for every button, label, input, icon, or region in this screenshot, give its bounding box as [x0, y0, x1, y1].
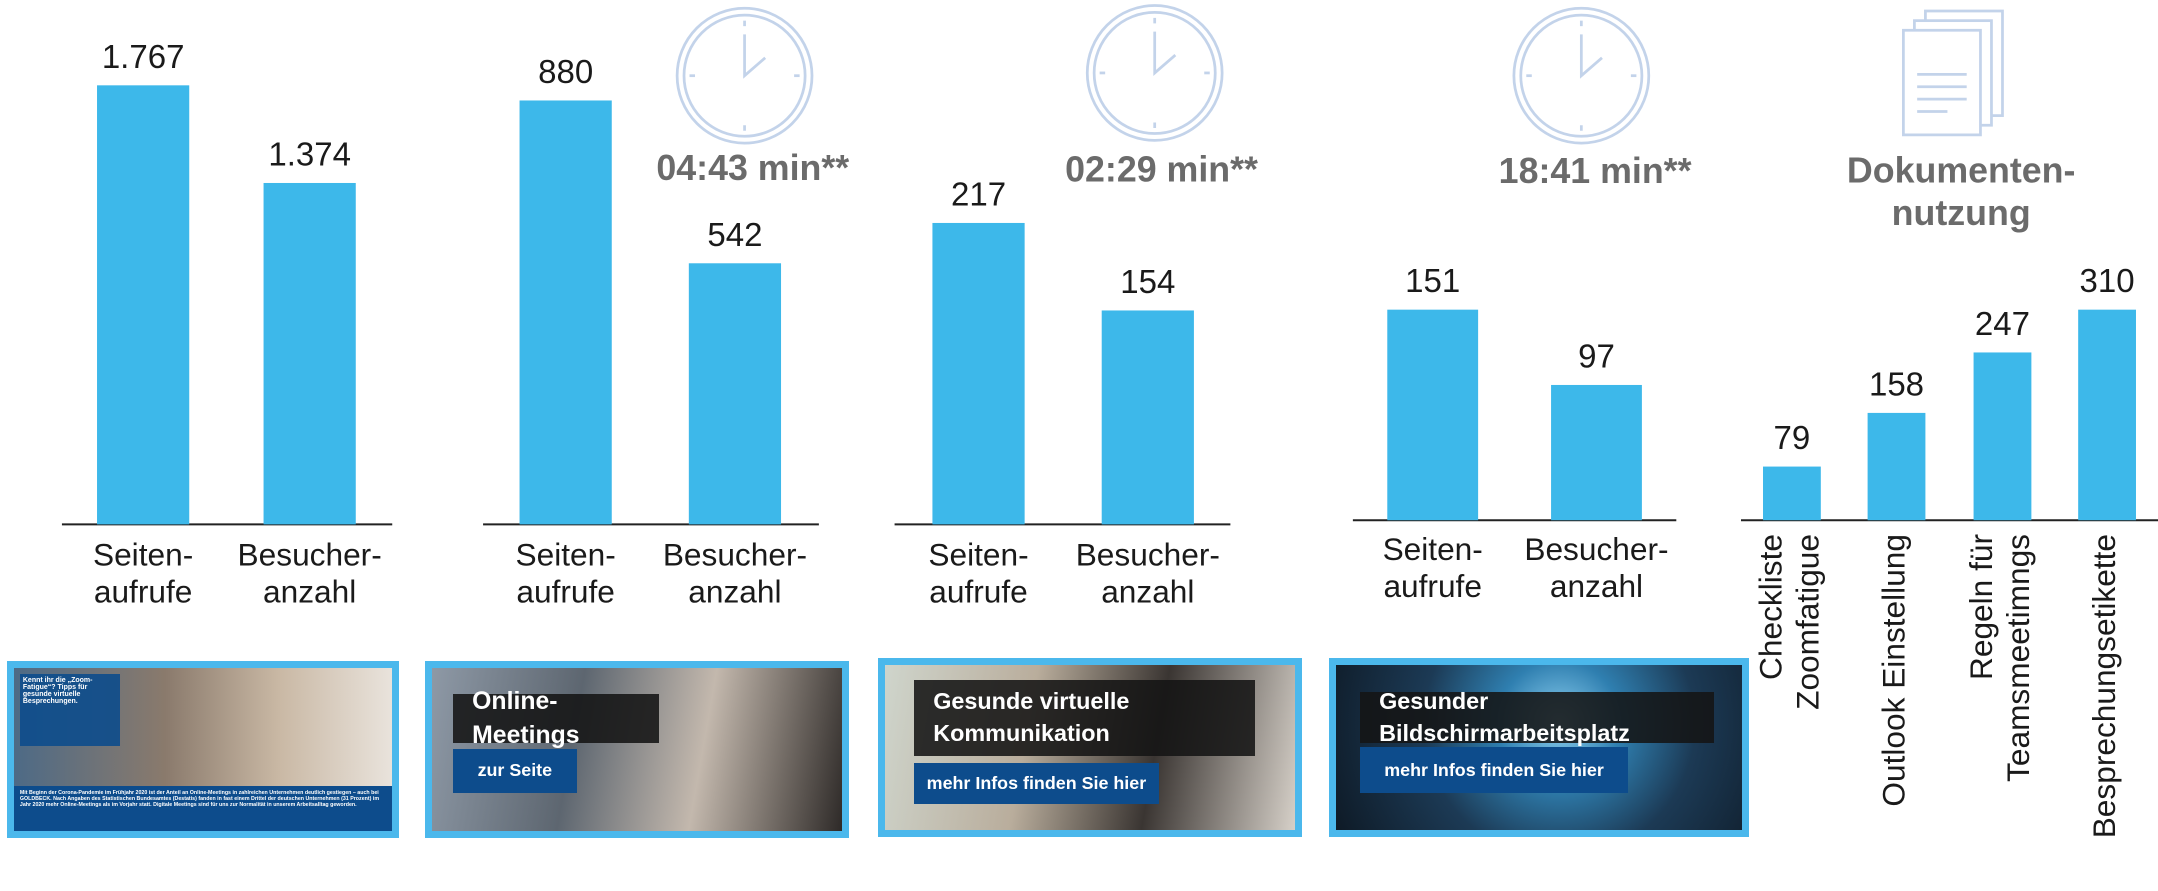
value-label: 1.767	[102, 38, 185, 75]
bar	[520, 100, 612, 524]
duration-label: 04:43 min**	[656, 148, 849, 188]
x-tick-label: Besucher-anzahl	[1076, 537, 1220, 610]
x-tick-label: Seiten-aufrufe	[93, 537, 193, 610]
value-label: 79	[1774, 419, 1811, 456]
value-label: 217	[951, 176, 1006, 213]
clock-hands	[1155, 32, 1176, 73]
bar	[97, 85, 189, 524]
bar	[1387, 310, 1478, 521]
value-label: 97	[1578, 338, 1615, 375]
value-label: 158	[1869, 365, 1924, 402]
x-tick-label: Besprechungsetikette	[2086, 534, 2122, 838]
banner-heading: Online-Meetings	[453, 694, 659, 744]
x-tick-label: Seiten-aufrufe	[1383, 531, 1483, 604]
bar	[1551, 385, 1642, 520]
banner-button[interactable]: mehr Infos finden Sie hier	[914, 763, 1159, 804]
value-label: 151	[1405, 262, 1460, 299]
banner-heading: Gesunder Bildschirmarbeitsplatz	[1360, 692, 1714, 743]
bar	[1102, 310, 1194, 524]
value-label: 880	[538, 53, 593, 90]
banner-heading: Gesunde virtuelle Kommunikation	[914, 680, 1255, 756]
clock-hands	[745, 34, 766, 75]
document-icon	[1903, 30, 1980, 135]
bar	[264, 183, 356, 524]
dashboard: 1.767 Seiten-aufrufe 1.374 Besucher-anzahl 8…	[0, 0, 2158, 891]
banner-button[interactable]: mehr Infos finden Sie hier	[1360, 747, 1628, 792]
bar	[2078, 310, 2136, 521]
bar	[1763, 467, 1821, 521]
x-tick-label: ChecklisteZoomfatigue	[1753, 534, 1826, 710]
banner[interactable]: Kennt ihr die „Zoom-Fatigue“? Tipps für …	[7, 661, 399, 839]
banner[interactable]: Gesunde virtuelle Kommunikation mehr Info…	[878, 658, 1302, 837]
value-label: 1.374	[268, 136, 351, 173]
banner-heading: Kennt ihr die „Zoom-Fatigue“? Tipps für …	[20, 674, 120, 746]
bar	[1974, 352, 2032, 520]
bar	[932, 223, 1024, 524]
duration-label: 18:41 min**	[1499, 151, 1692, 191]
bar	[689, 263, 781, 524]
banner[interactable]: Online-Meetings zur Seite	[425, 661, 849, 839]
x-tick-label: Besucher-anzahl	[1524, 531, 1668, 604]
duration-label: 02:29 min**	[1065, 149, 1258, 189]
x-tick-label: Regeln fürTeamsmeetimngs	[1963, 534, 2036, 782]
x-tick-label: Outlook Einstellung	[1876, 534, 1912, 807]
value-label: 310	[2080, 262, 2135, 299]
bar	[1868, 413, 1926, 520]
banner-text: Mit Beginn der Corona-Pandemie im Frühja…	[14, 786, 392, 831]
value-label: 542	[707, 216, 762, 253]
chart-title: Dokumenten-nutzung	[1847, 151, 2076, 234]
x-tick-label: Seiten-aufrufe	[928, 537, 1028, 610]
x-tick-label: Seiten-aufrufe	[516, 537, 616, 610]
value-label: 154	[1120, 263, 1175, 300]
value-label: 247	[1975, 305, 2030, 342]
banner-button[interactable]: zur Seite	[453, 749, 577, 793]
x-tick-label: Besucher-anzahl	[663, 537, 807, 610]
clock-hands	[1581, 34, 1602, 75]
x-tick-label: Besucher-anzahl	[238, 537, 382, 610]
